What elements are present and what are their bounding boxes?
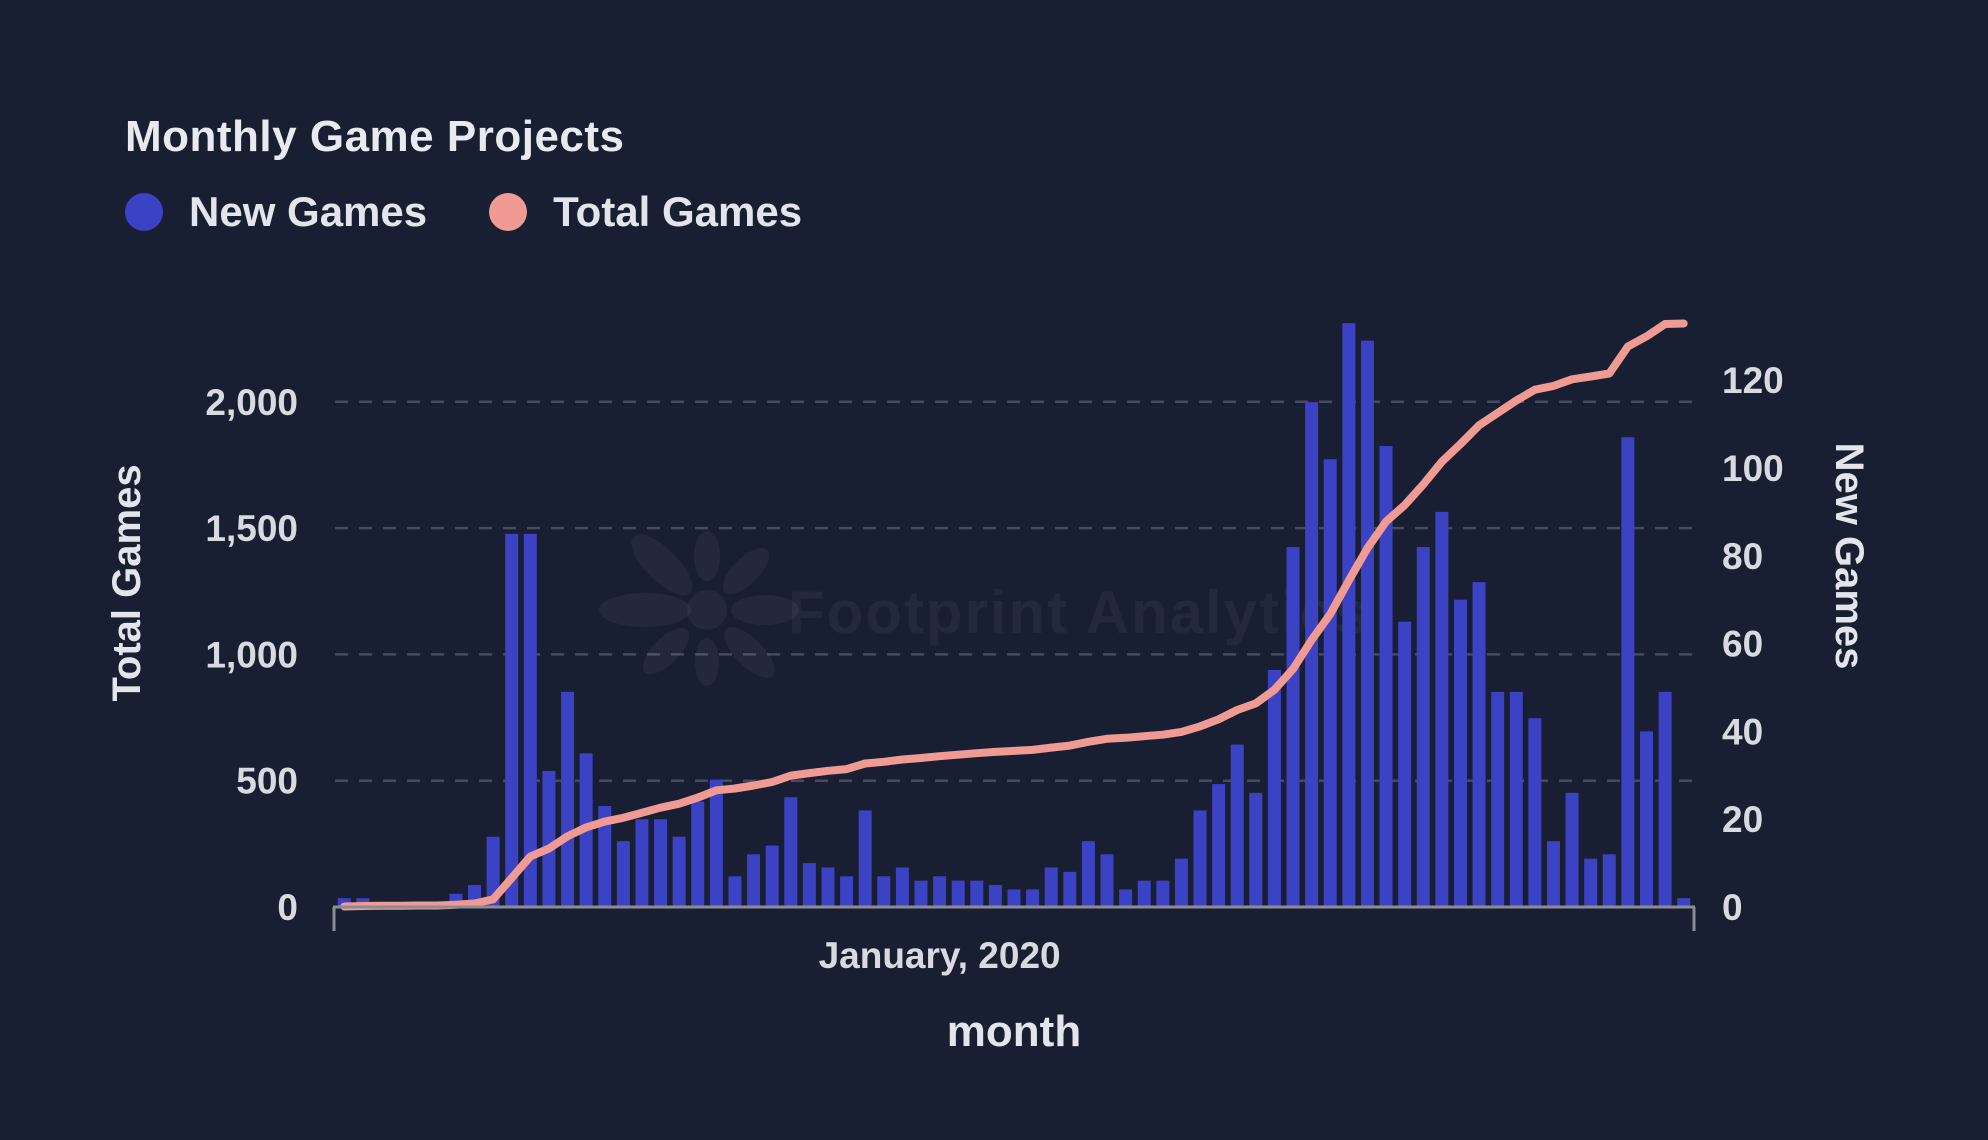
bar[interactable] [542, 770, 556, 907]
bar[interactable] [988, 885, 1002, 907]
bar[interactable] [1249, 792, 1263, 907]
bar[interactable] [1453, 599, 1467, 907]
bar[interactable] [1193, 810, 1207, 907]
bar[interactable] [1658, 691, 1672, 907]
bar[interactable] [1323, 459, 1337, 907]
y-axis-right-tick-label: 20 [1722, 799, 1763, 840]
bar[interactable] [1546, 841, 1560, 907]
bar[interactable] [709, 779, 723, 907]
bar[interactable] [1360, 340, 1374, 907]
bar[interactable] [765, 845, 779, 907]
y-axis-left-tick-label: 0 [277, 887, 298, 928]
bar[interactable] [951, 880, 965, 907]
y-axis-right-tick-label: 60 [1722, 624, 1763, 665]
bar[interactable] [1677, 898, 1691, 907]
y-axis-right-tick-label: 80 [1722, 536, 1763, 577]
legend-dot-total-games-icon [489, 193, 528, 231]
bar[interactable] [654, 819, 668, 907]
x-axis-name: month [947, 1007, 1081, 1056]
total-games-line[interactable] [340, 319, 1688, 911]
bar[interactable] [616, 841, 630, 907]
bar[interactable] [1212, 784, 1226, 907]
legend-dot-new-games-icon [125, 193, 163, 231]
y-axis-right-tick-label: 120 [1722, 360, 1784, 401]
bar[interactable] [1267, 669, 1281, 907]
bar[interactable] [523, 533, 537, 907]
y-axis-left-tick-label: 1,500 [205, 508, 298, 549]
bar[interactable] [635, 819, 649, 907]
y-axis-left-tick-label: 500 [236, 761, 298, 802]
bar[interactable] [858, 810, 872, 907]
bar[interactable] [1639, 731, 1653, 907]
bar[interactable] [1305, 402, 1319, 907]
bar[interactable] [1565, 792, 1579, 907]
bar[interactable] [1026, 889, 1040, 907]
bar[interactable] [802, 863, 816, 907]
bar[interactable] [784, 797, 798, 907]
bar[interactable] [1602, 854, 1616, 907]
bar[interactable] [486, 836, 500, 907]
bar[interactable] [877, 876, 891, 907]
bar[interactable] [1435, 511, 1449, 907]
y-axis-left-tick-label: 1,000 [205, 634, 298, 675]
bar[interactable] [840, 876, 854, 907]
y-axis-right-name: New Games [1827, 443, 1871, 670]
bar[interactable] [1621, 437, 1635, 907]
bar[interactable] [1342, 323, 1356, 907]
bar[interactable] [1286, 547, 1300, 907]
bar[interactable] [1528, 718, 1542, 907]
y-axis-right-tick-label: 0 [1722, 887, 1743, 928]
bar[interactable] [691, 801, 705, 907]
bar[interactable] [1100, 854, 1114, 907]
watermark-flower-icon [599, 531, 799, 686]
legend: New Games Total Games [125, 186, 802, 238]
bar[interactable] [970, 880, 984, 907]
bar[interactable] [1416, 547, 1430, 907]
bar[interactable] [914, 880, 928, 907]
watermark: Footprint Analytics [599, 531, 1370, 686]
bar[interactable] [1156, 880, 1170, 907]
y-axis-left-tick-label: 2,000 [205, 382, 298, 423]
bar[interactable] [1491, 691, 1505, 907]
bar[interactable] [821, 867, 835, 907]
bar[interactable] [505, 533, 519, 907]
bar[interactable] [1509, 691, 1523, 907]
bar[interactable] [1137, 880, 1151, 907]
bar[interactable] [1063, 871, 1077, 907]
legend-item-total-games[interactable]: Total Games [489, 188, 802, 236]
bar[interactable] [895, 867, 909, 907]
bar[interactable] [1379, 446, 1393, 907]
y-axis-left-name: Total Games [105, 464, 149, 701]
bar[interactable] [1584, 858, 1598, 907]
bar[interactable] [598, 806, 612, 907]
bar[interactable] [1472, 582, 1486, 907]
y-axis-right-tick-label: 40 [1722, 711, 1763, 752]
bar[interactable] [728, 876, 742, 907]
legend-label-total-games: Total Games [553, 188, 803, 235]
bar[interactable] [1007, 889, 1021, 907]
y-axis-right-tick-label: 100 [1722, 448, 1784, 489]
bar[interactable] [1119, 889, 1133, 907]
bar[interactable] [1230, 744, 1244, 907]
bar[interactable] [747, 854, 761, 907]
bar[interactable] [1174, 858, 1188, 907]
bar[interactable] [1081, 841, 1095, 907]
x-axis-tick-label: January, 2020 [819, 935, 1061, 976]
legend-label-new-games: New Games [189, 188, 428, 235]
bar[interactable] [1398, 621, 1412, 907]
watermark-text: Footprint Analytics [788, 579, 1370, 646]
bar[interactable] [933, 876, 947, 907]
legend-item-new-games[interactable]: New Games [125, 188, 427, 236]
bar[interactable] [672, 836, 686, 907]
chart-title: Monthly Game Projects [125, 112, 625, 161]
bar[interactable] [1044, 867, 1058, 907]
bar[interactable] [561, 691, 575, 907]
